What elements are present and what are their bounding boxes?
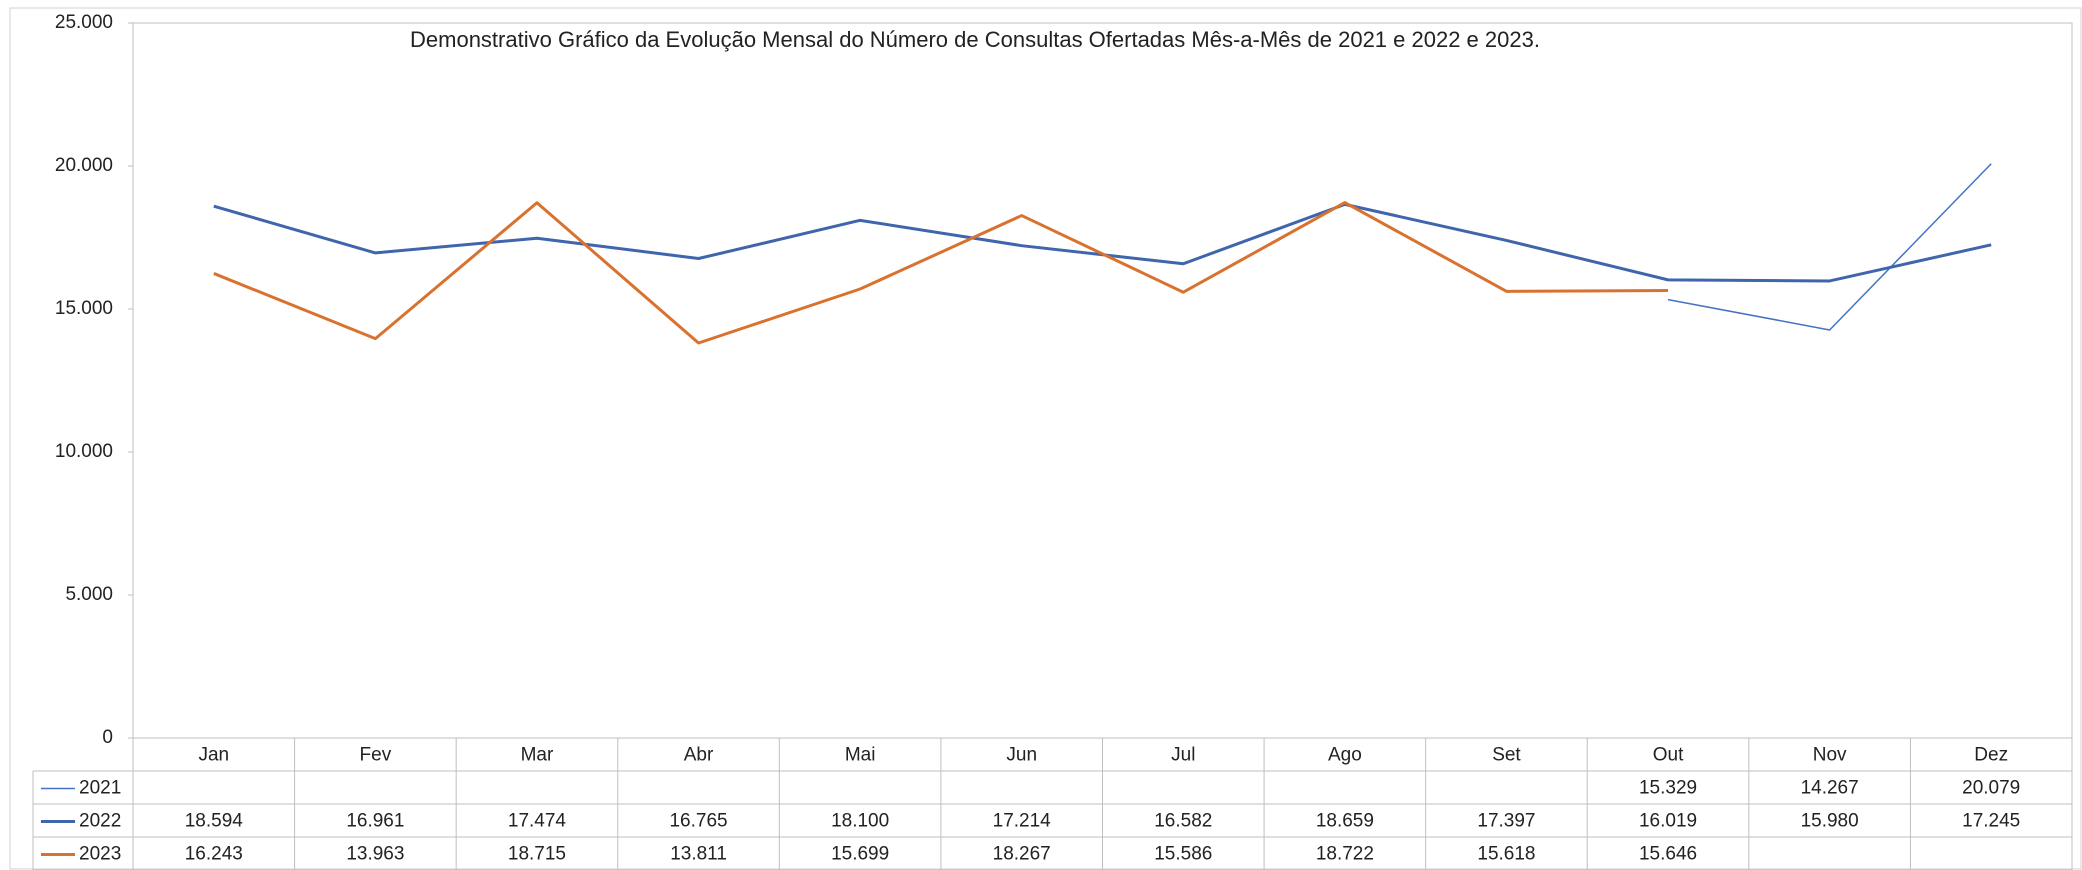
table-value: 15.699	[831, 844, 889, 865]
table-value: 18.594	[185, 811, 244, 832]
x-tick-label: Mai	[845, 745, 876, 766]
series-line	[213, 201, 1669, 345]
x-tick-label: Nov	[1813, 745, 1847, 766]
legend-label: 2021	[79, 778, 121, 799]
legend-label: 2022	[79, 811, 121, 832]
y-tick-label: 25.000	[55, 12, 113, 33]
legend-label: 2023	[79, 844, 121, 865]
table-value: 16.019	[1639, 811, 1697, 832]
chart-title: Demonstrativo Gráfico da Evolução Mensal…	[410, 27, 1540, 52]
plot-area	[132, 22, 2073, 739]
table-value: 18.722	[1316, 844, 1374, 865]
table-value: 16.243	[185, 844, 243, 865]
table-value: 16.961	[346, 811, 404, 832]
table-value: 18.715	[508, 844, 566, 865]
y-tick-label: 0	[102, 727, 113, 748]
table-value: 20.079	[1962, 778, 2020, 799]
series-line	[1667, 163, 1992, 331]
y-tick-label: 20.000	[55, 155, 113, 176]
table-value: 15.618	[1477, 844, 1535, 865]
table-value: 18.659	[1316, 811, 1374, 832]
x-tick-label: Jun	[1006, 745, 1037, 766]
table-value: 17.397	[1477, 811, 1535, 832]
x-tick-label: Mar	[521, 745, 554, 766]
y-tick-label: 10.000	[55, 441, 113, 462]
x-tick-label: Jul	[1171, 745, 1195, 766]
table-value: 15.646	[1639, 844, 1697, 865]
series-line	[213, 202, 1992, 283]
x-tick-label: Dez	[1974, 745, 2008, 766]
chart-border	[9, 7, 2082, 870]
table-value: 17.245	[1962, 811, 2020, 832]
table-value: 18.100	[831, 811, 889, 832]
x-tick-label: Jan	[198, 745, 229, 766]
table-value: 15.329	[1639, 778, 1697, 799]
y-tick-label: 15.000	[55, 298, 113, 319]
x-tick-label: Ago	[1328, 745, 1362, 766]
table-value: 15.586	[1154, 844, 1212, 865]
table-value: 17.474	[508, 811, 567, 832]
x-tick-label: Fev	[360, 745, 392, 766]
table-value: 17.214	[993, 811, 1052, 832]
table-value: 16.765	[669, 811, 727, 832]
x-tick-label: Set	[1492, 745, 1521, 766]
table-value: 13.963	[346, 844, 404, 865]
table-value: 13.811	[670, 844, 727, 865]
table-value: 18.267	[993, 844, 1051, 865]
x-tick-label: Abr	[684, 745, 714, 766]
table-value: 14.267	[1801, 778, 1859, 799]
table-value: 15.980	[1801, 811, 1859, 832]
y-tick-label: 5.000	[65, 584, 113, 605]
table-value: 16.582	[1154, 811, 1212, 832]
x-tick-label: Out	[1653, 745, 1684, 766]
